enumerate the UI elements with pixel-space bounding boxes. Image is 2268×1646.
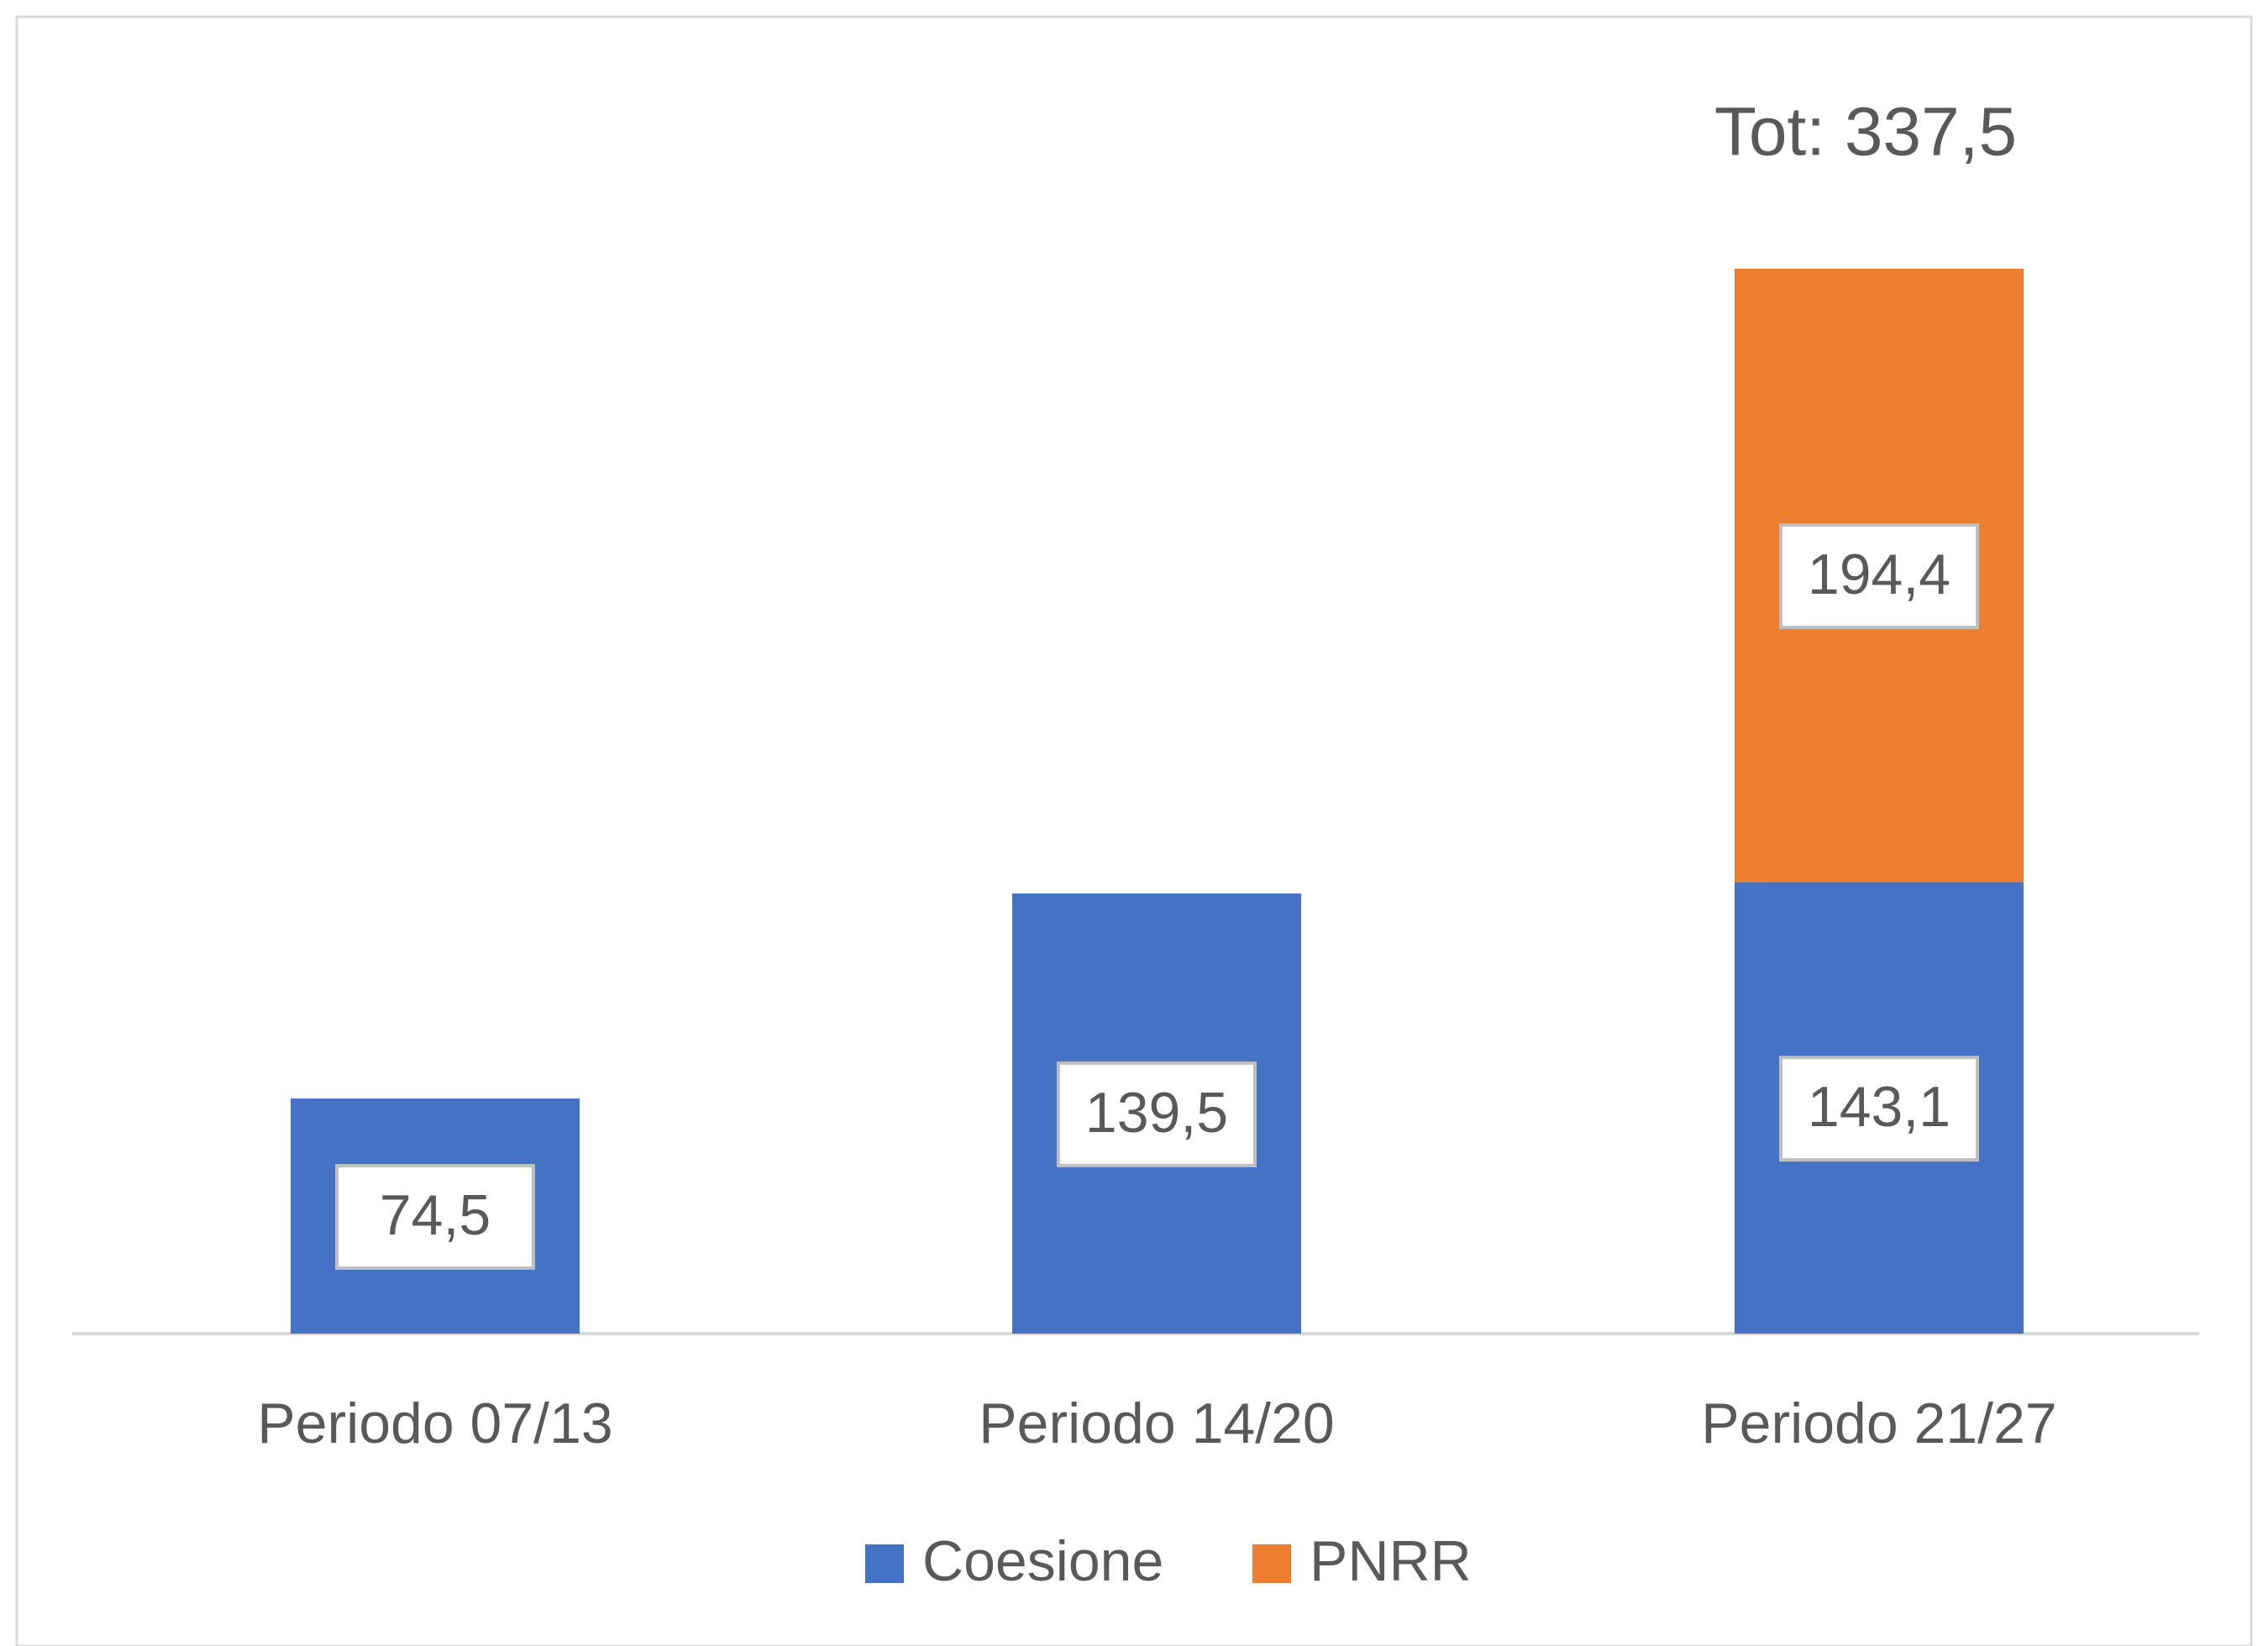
- data-label: 143,1: [1808, 1075, 1950, 1139]
- legend-swatch: [1252, 1544, 1291, 1583]
- data-label-box: [335, 1164, 535, 1271]
- data-label: 194,4: [1808, 543, 1950, 606]
- legend-swatch: [865, 1544, 904, 1583]
- x-tick-label: Periodo 07/13: [257, 1392, 612, 1455]
- data-label-box: [1779, 523, 1979, 630]
- x-tick-label: Periodo 14/20: [979, 1392, 1334, 1455]
- legend-label: PNRR: [1310, 1529, 1472, 1593]
- legend-label: Coesione: [922, 1529, 1163, 1593]
- data-label-box: [1779, 1056, 1979, 1162]
- data-label: 139,5: [1085, 1081, 1228, 1145]
- x-tick-label: Periodo 21/27: [1701, 1392, 2056, 1455]
- total-annotation: Tot: 337,5: [1714, 94, 2017, 170]
- data-label: 74,5: [380, 1183, 491, 1247]
- data-label-box: [1057, 1061, 1257, 1167]
